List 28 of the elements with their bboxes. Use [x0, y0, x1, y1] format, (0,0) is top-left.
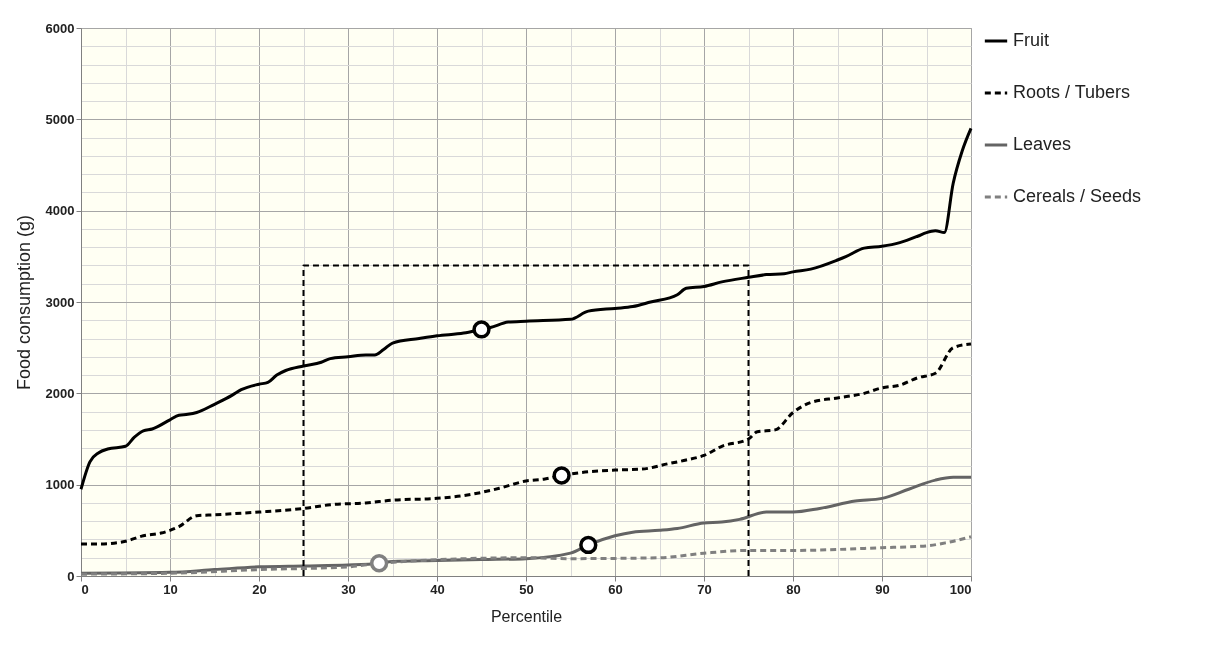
- x-axis-title: Percentile: [490, 607, 563, 625]
- y-axis-title: Food consumption (g): [13, 214, 34, 391]
- legend-label: Leaves: [1013, 134, 1072, 154]
- x-tick-label: 30: [341, 581, 356, 597]
- y-tick-label: 1000: [45, 477, 75, 493]
- x-tick-label: 0: [81, 581, 89, 597]
- x-tick-label: 50: [519, 581, 534, 597]
- legend-label: Cereals / Seeds: [1013, 186, 1142, 206]
- x-tick-label: 80: [786, 581, 801, 597]
- x-tick-label: 10: [163, 581, 178, 597]
- x-tick-label: 100: [949, 581, 972, 597]
- point: [472, 320, 491, 339]
- y-tick-label: 5000: [45, 111, 75, 127]
- y-tick-label: 0: [67, 568, 75, 584]
- y-tick-label: 3000: [45, 294, 75, 310]
- y-tick-label: 4000: [45, 203, 75, 219]
- point: [552, 466, 571, 485]
- point: [579, 535, 598, 555]
- x-tick-label: 20: [252, 581, 267, 597]
- x-tick-label: 70: [697, 581, 712, 597]
- legend-label: Roots / Tubers: [1013, 82, 1131, 102]
- x-tick-label: 40: [430, 581, 445, 597]
- x-tick-label: 60: [608, 581, 623, 597]
- x-tick-label: 90: [875, 581, 890, 597]
- legend-label: Fruit: [1013, 30, 1049, 50]
- y-tick-label: 6000: [45, 20, 75, 36]
- y-tick-label: 2000: [45, 385, 75, 401]
- point: [369, 554, 389, 573]
